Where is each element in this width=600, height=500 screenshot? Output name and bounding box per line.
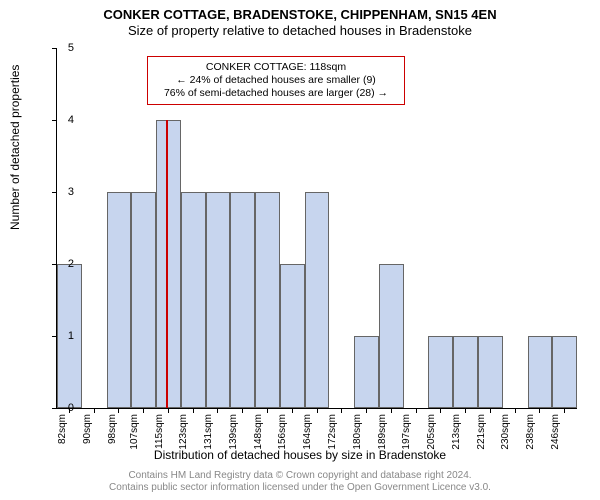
bar-slot: 213sqm xyxy=(453,48,478,408)
bar xyxy=(280,264,305,408)
x-tick-mark xyxy=(217,408,218,413)
x-tick-label: 123sqm xyxy=(178,414,189,450)
y-tick-label: 0 xyxy=(58,402,74,414)
x-tick-label: 205sqm xyxy=(426,414,437,450)
x-tick-mark xyxy=(94,408,95,413)
annotation-line: CONKER COTTAGE: 118sqm xyxy=(156,61,396,74)
x-tick-mark xyxy=(242,408,243,413)
bar xyxy=(354,336,379,408)
x-tick-mark xyxy=(143,408,144,413)
x-tick-label: 82sqm xyxy=(57,414,68,444)
x-tick-label: 139sqm xyxy=(228,414,239,450)
y-tick-mark xyxy=(52,264,57,265)
bar-slot: 238sqm xyxy=(528,48,553,408)
x-tick-label: 164sqm xyxy=(302,414,313,450)
x-tick-label: 107sqm xyxy=(129,414,140,450)
footer-line-2: Contains public sector information licen… xyxy=(0,482,600,494)
bar-slot: 246sqm xyxy=(552,48,577,408)
x-tick-label: 197sqm xyxy=(401,414,412,450)
bar-slot: 90sqm xyxy=(82,48,107,408)
bar xyxy=(478,336,503,408)
x-tick-label: 221sqm xyxy=(476,414,487,450)
x-tick-label: 90sqm xyxy=(82,414,93,444)
bar xyxy=(255,192,280,408)
bar xyxy=(156,120,181,408)
bar-slot: 197sqm xyxy=(404,48,429,408)
bar-slot: 205sqm xyxy=(428,48,453,408)
x-tick-label: 180sqm xyxy=(352,414,363,450)
bar-slot: 98sqm xyxy=(107,48,132,408)
x-tick-label: 148sqm xyxy=(253,414,264,450)
bar xyxy=(107,192,132,408)
annotation-line: ← 24% of detached houses are smaller (9) xyxy=(156,74,396,87)
bar xyxy=(305,192,330,408)
chart-subtitle: Size of property relative to detached ho… xyxy=(0,22,600,38)
x-tick-mark xyxy=(366,408,367,413)
bar xyxy=(131,192,156,408)
bar-slot: 221sqm xyxy=(478,48,503,408)
x-tick-label: 246sqm xyxy=(550,414,561,450)
x-tick-mark xyxy=(118,408,119,413)
property-marker-line xyxy=(166,120,168,408)
bar xyxy=(552,336,577,408)
x-tick-mark xyxy=(193,408,194,413)
y-tick-mark xyxy=(52,120,57,121)
bar xyxy=(528,336,553,408)
y-tick-mark xyxy=(52,192,57,193)
x-tick-mark xyxy=(539,408,540,413)
x-tick-mark xyxy=(341,408,342,413)
x-tick-label: 213sqm xyxy=(451,414,462,450)
y-tick-label: 1 xyxy=(58,330,74,342)
x-tick-mark xyxy=(490,408,491,413)
annotation-line: 76% of semi-detached houses are larger (… xyxy=(156,87,396,100)
y-axis-label: Number of detached properties xyxy=(8,65,22,230)
footer-line-1: Contains HM Land Registry data © Crown c… xyxy=(0,470,600,482)
chart-container: { "header": { "line1": "CONKER COTTAGE, … xyxy=(0,0,600,500)
x-axis-label: Distribution of detached houses by size … xyxy=(0,448,600,462)
bar-slot: 82sqm xyxy=(57,48,82,408)
x-tick-label: 189sqm xyxy=(377,414,388,450)
y-tick-mark xyxy=(52,408,57,409)
x-tick-mark xyxy=(465,408,466,413)
x-tick-label: 156sqm xyxy=(277,414,288,450)
x-tick-label: 131sqm xyxy=(203,414,214,450)
x-tick-label: 98sqm xyxy=(107,414,118,444)
y-tick-mark xyxy=(52,48,57,49)
x-tick-mark xyxy=(267,408,268,413)
bar xyxy=(181,192,206,408)
x-tick-label: 230sqm xyxy=(500,414,511,450)
bar xyxy=(453,336,478,408)
plot-area: 82sqm90sqm98sqm107sqm115sqm123sqm131sqm1… xyxy=(56,48,577,409)
y-tick-label: 5 xyxy=(58,42,74,54)
x-tick-mark xyxy=(515,408,516,413)
x-tick-mark xyxy=(391,408,392,413)
y-tick-label: 4 xyxy=(58,114,74,126)
y-tick-mark xyxy=(52,336,57,337)
annotation-box: CONKER COTTAGE: 118sqm← 24% of detached … xyxy=(147,56,405,105)
x-tick-label: 115sqm xyxy=(154,414,165,449)
bar xyxy=(230,192,255,408)
x-tick-mark xyxy=(440,408,441,413)
chart-title-address: CONKER COTTAGE, BRADENSTOKE, CHIPPENHAM,… xyxy=(0,0,600,22)
x-tick-mark xyxy=(317,408,318,413)
x-tick-label: 172sqm xyxy=(327,414,338,450)
bar xyxy=(428,336,453,408)
x-tick-mark xyxy=(292,408,293,413)
y-tick-label: 2 xyxy=(58,258,74,270)
x-tick-mark xyxy=(168,408,169,413)
footer-note: Contains HM Land Registry data © Crown c… xyxy=(0,470,600,494)
bar xyxy=(379,264,404,408)
y-tick-label: 3 xyxy=(58,186,74,198)
x-tick-mark xyxy=(564,408,565,413)
bar-slot: 230sqm xyxy=(503,48,528,408)
bar xyxy=(206,192,231,408)
x-tick-mark xyxy=(416,408,417,413)
x-tick-label: 238sqm xyxy=(525,414,536,450)
